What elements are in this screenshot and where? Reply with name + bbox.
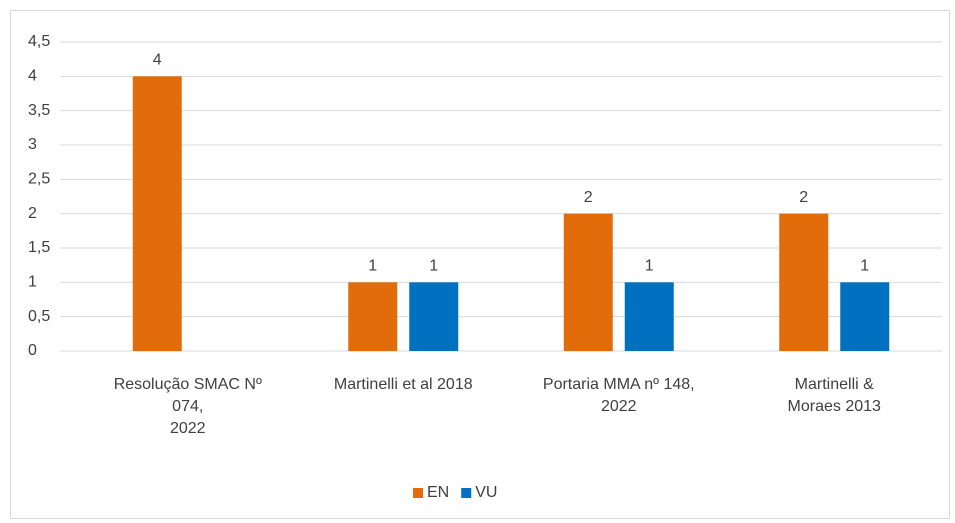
legend-swatch: [461, 488, 472, 498]
data-label: 1: [429, 258, 438, 275]
x-tick-label: Martinelli et al 2018: [334, 376, 473, 393]
bar: [840, 282, 890, 351]
legend-label: EN: [427, 484, 449, 501]
bar: [624, 282, 674, 351]
bar: [348, 282, 398, 351]
y-tick-label: 3,5: [28, 102, 50, 119]
y-tick-label: 0: [28, 342, 37, 359]
y-tick-label: 2: [28, 205, 37, 222]
x-tick-label: Martinelli & Moraes 2013: [788, 376, 881, 415]
y-tick-label: 0,5: [28, 308, 50, 325]
x-tick-label: Portaria MMA nº 148, 2022: [543, 376, 695, 415]
y-tick-label: 1: [28, 274, 37, 291]
y-tick-label: 4: [28, 68, 37, 85]
bar: [132, 76, 182, 351]
y-tick-label: 2,5: [28, 171, 50, 188]
bar: [409, 282, 459, 351]
data-label: 1: [368, 258, 377, 275]
legend-swatch: [413, 488, 423, 498]
data-label: 2: [584, 189, 593, 206]
y-tick-label: 4,5: [28, 33, 50, 50]
data-label: 4: [153, 52, 162, 69]
data-label: 1: [645, 258, 654, 275]
legend-label: VU: [475, 484, 497, 501]
bar: [779, 213, 829, 351]
y-tick-label: 3: [28, 136, 37, 153]
data-label: 1: [860, 258, 869, 275]
bar: [563, 213, 613, 351]
y-tick-label: 1,5: [28, 239, 50, 256]
x-tick-label: Resolução SMAC Nº 074, 2022: [114, 376, 262, 437]
data-label: 2: [799, 189, 808, 206]
